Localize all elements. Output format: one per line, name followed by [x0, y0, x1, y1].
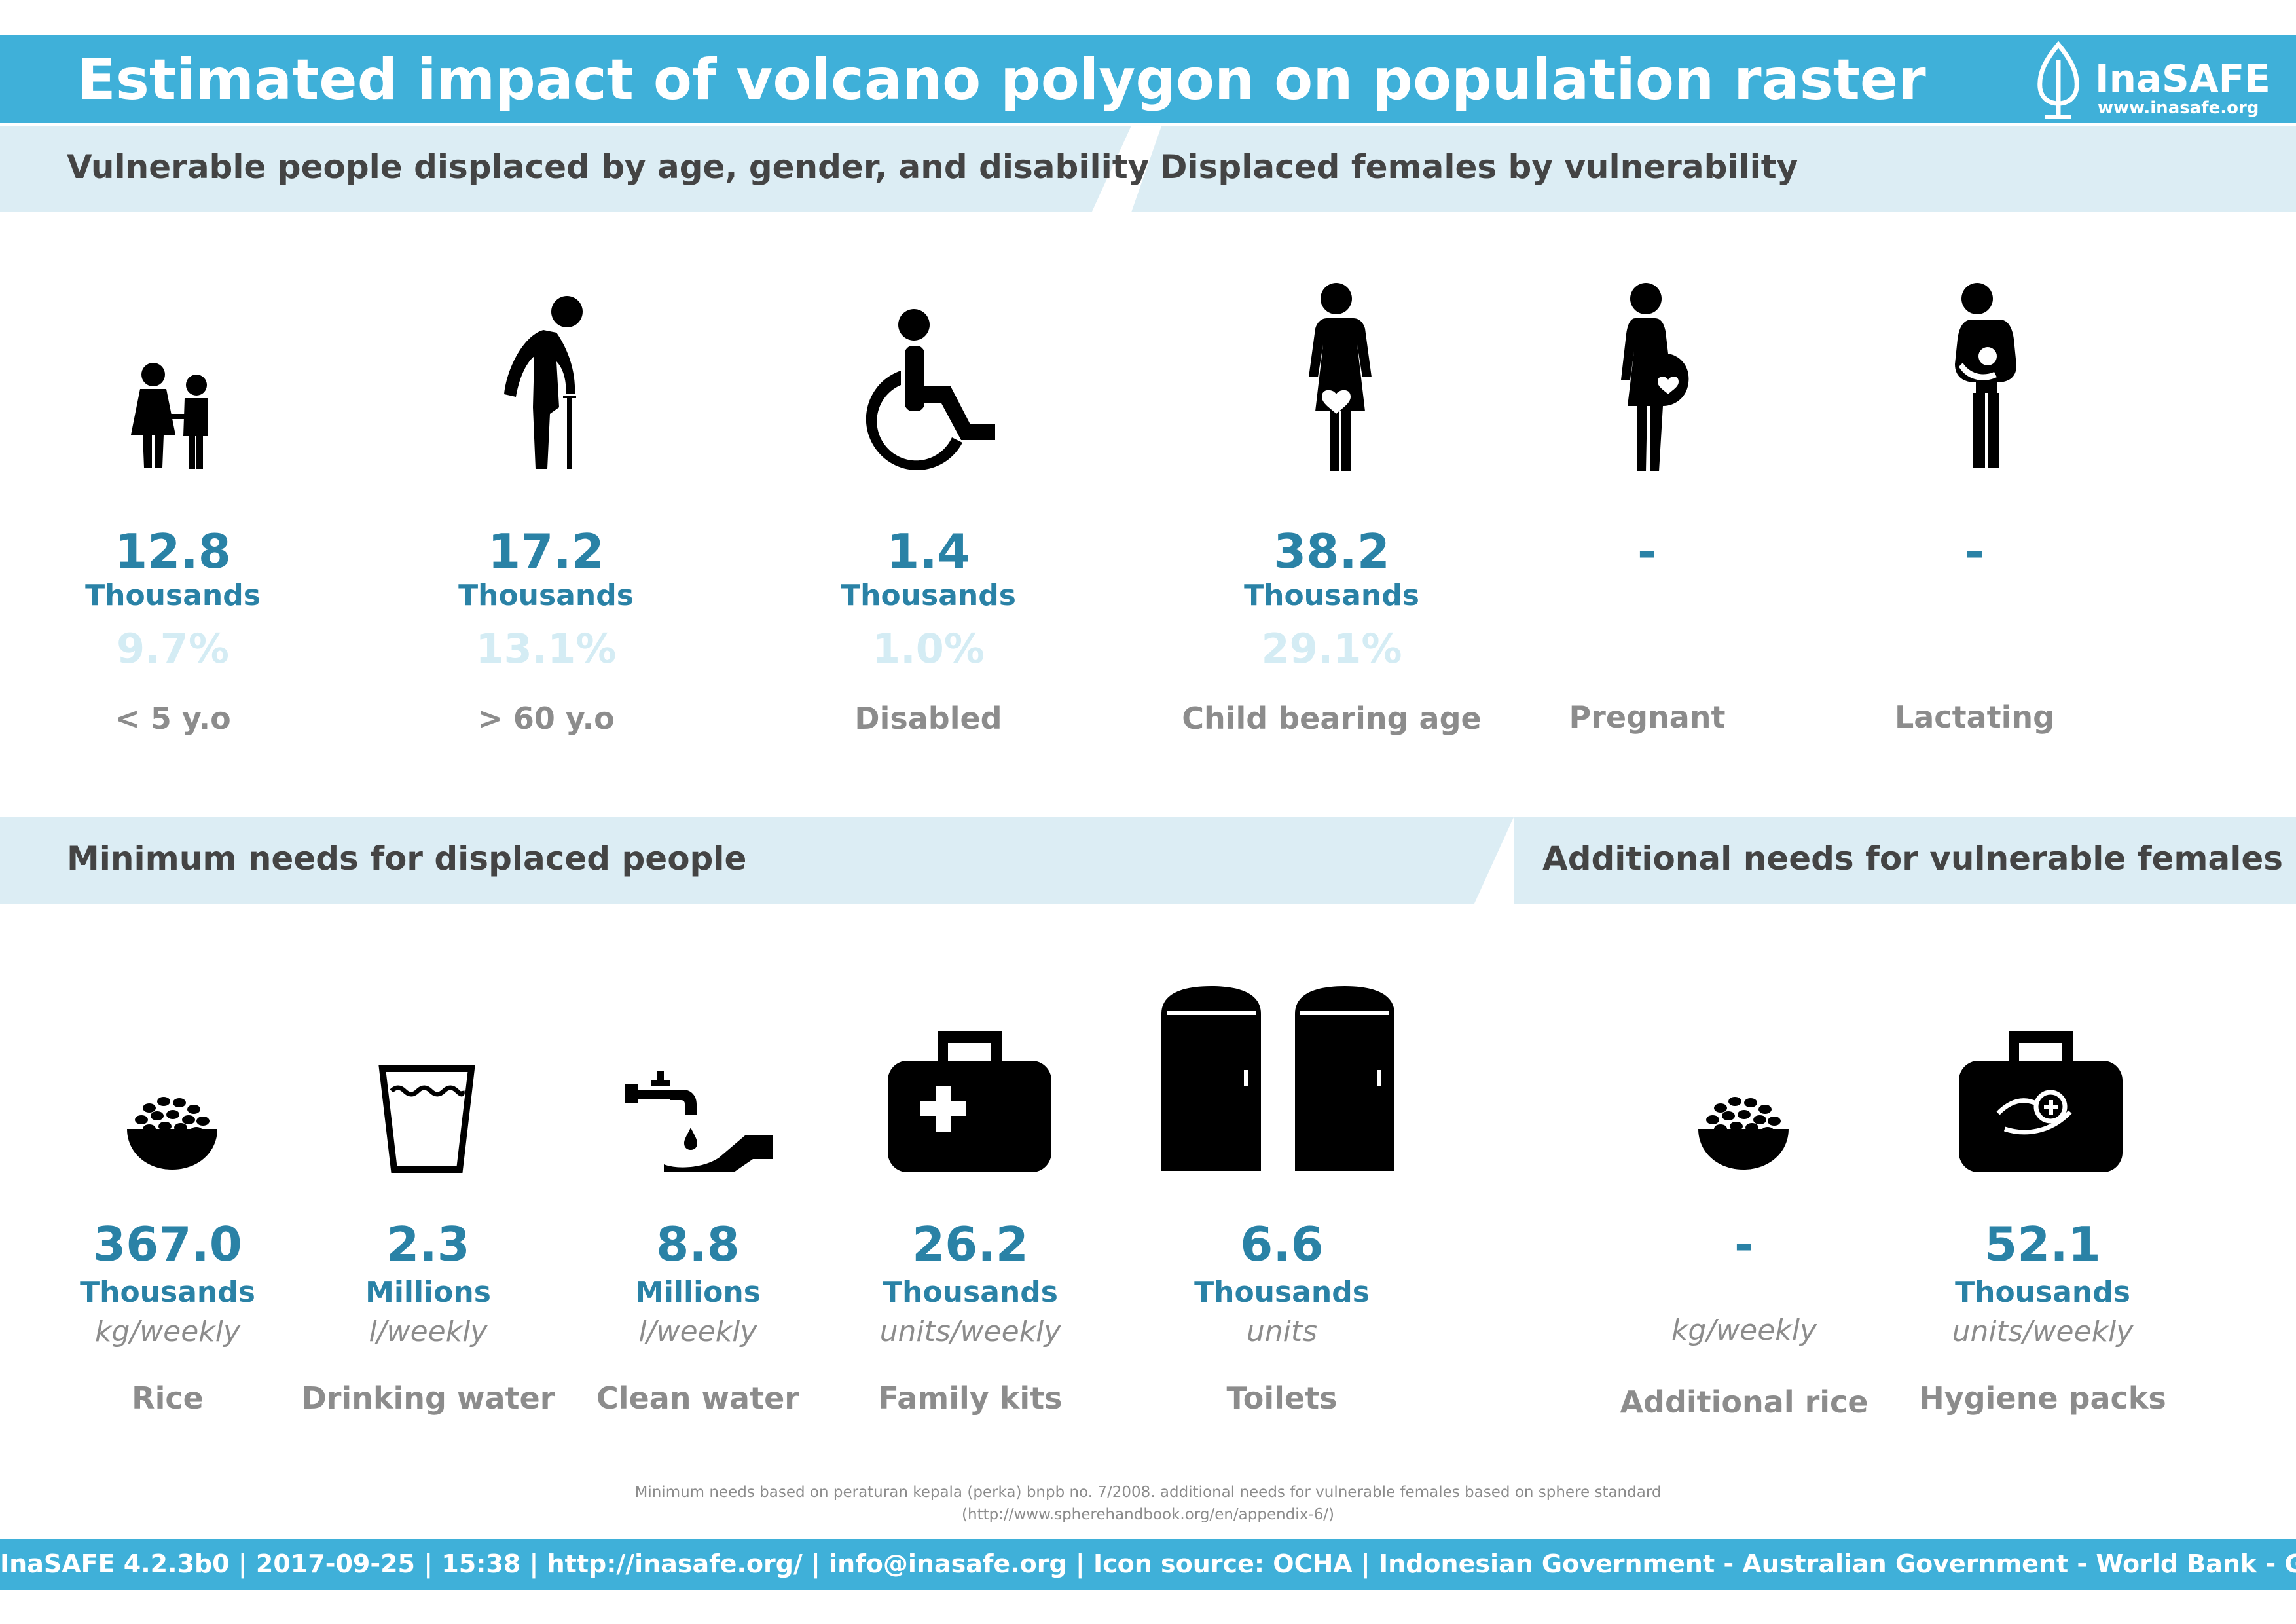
- stat-value: 1.4: [886, 524, 970, 579]
- stat-child-bearing: 38.2 Thousands 29.1% Child bearing age: [1175, 528, 1489, 733]
- stat-percent: 13.1%: [475, 625, 617, 673]
- stat-value: 12.8: [115, 524, 231, 579]
- need-unit: Thousands: [1955, 1276, 2130, 1309]
- need-value: 367.0: [93, 1217, 242, 1272]
- need-label: Clean water: [596, 1380, 799, 1416]
- need-label: Additional rice: [1620, 1384, 1868, 1420]
- need-label: Hygiene packs: [1919, 1380, 2166, 1416]
- section-title-females: Displaced females by vulnerability: [1160, 148, 1798, 186]
- need-unit: Millions: [635, 1276, 761, 1309]
- hygiene-pack-icon: [1959, 1031, 2123, 1172]
- need-value: -: [1734, 1217, 1754, 1272]
- children-icon: [131, 363, 208, 469]
- need-frequency: kg/weekly: [94, 1315, 241, 1348]
- need-value: 52.1: [1984, 1217, 2101, 1272]
- stat-percent: 29.1%: [1261, 625, 1402, 673]
- page-title: Estimated impact of volcano polygon on p…: [77, 47, 1926, 113]
- family-kit-icon: [888, 1031, 1051, 1172]
- footnote-line-1: Minimum needs based on peraturan kepala …: [634, 1484, 1662, 1501]
- stat-disabled: 1.4 Thousands 1.0% Disabled: [771, 528, 1085, 733]
- stat-percent: 9.7%: [117, 625, 229, 673]
- need-label: Family kits: [878, 1380, 1063, 1416]
- stat-pregnant: - Pregnant: [1490, 524, 1804, 732]
- stat-unit: Thousands: [458, 579, 634, 612]
- section-band-additional-needs: [1514, 817, 2296, 904]
- pregnant-woman-icon: [1621, 283, 1689, 471]
- need-clean-water: 8.8 Millions l/weekly Clean water: [541, 1221, 855, 1413]
- elderly-icon: [504, 296, 583, 469]
- stat-label: Lactating: [1894, 699, 2055, 735]
- need-frequency: l/weekly: [638, 1315, 757, 1348]
- stat-label: Pregnant: [1569, 699, 1726, 735]
- need-family-kits: 26.2 Thousands units/weekly Family kits: [813, 1221, 1127, 1413]
- section-title-additional-needs: Additional needs for vulnerable females: [1542, 840, 2284, 877]
- need-value: 6.6: [1240, 1217, 1324, 1272]
- toilets-icon: [1161, 986, 1394, 1171]
- need-frequency: kg/weekly: [1671, 1314, 1817, 1347]
- need-rice: 367.0 Thousands kg/weekly Rice: [10, 1221, 325, 1413]
- need-toilets: 6.6 Thousands units Toilets: [1125, 1221, 1439, 1413]
- need-value: 8.8: [656, 1217, 740, 1272]
- stat-value: -: [1637, 524, 1657, 579]
- footer-bar: [0, 1539, 2296, 1590]
- need-frequency: l/weekly: [369, 1315, 488, 1348]
- header-bar: [0, 35, 2296, 123]
- stat-value: -: [1965, 524, 1984, 579]
- stat-unit: Thousands: [841, 579, 1016, 612]
- footnote-line-2: (http://www.spherehandbook.org/en/append…: [962, 1506, 1334, 1523]
- footer-text: InaSAFE 4.2.3b0 | 2017-09-25 | 15:38 | h…: [0, 1549, 2296, 1578]
- stat-unit: Thousands: [85, 579, 261, 612]
- drinking-water-icon: [378, 1065, 475, 1173]
- need-unit: Thousands: [883, 1276, 1058, 1309]
- need-label: Drinking water: [301, 1380, 555, 1416]
- stat-label: < 5 y.o: [115, 701, 231, 736]
- child-bearing-woman-icon: [1309, 283, 1372, 471]
- stat-label: Child bearing age: [1182, 701, 1482, 736]
- need-unit: Thousands: [80, 1276, 255, 1309]
- need-label: Rice: [132, 1380, 204, 1416]
- need-unit: Thousands: [1194, 1276, 1370, 1309]
- stat-label: > 60 y.o: [477, 701, 615, 736]
- stat-percent: 1.0%: [872, 625, 985, 673]
- stat-value: 17.2: [488, 524, 604, 579]
- need-value: 2.3: [386, 1217, 470, 1272]
- need-drinking-water: 2.3 Millions l/weekly Drinking water: [271, 1221, 585, 1413]
- stat-unit: Thousands: [1244, 579, 1419, 612]
- section-title-minimum-needs: Minimum needs for displaced people: [67, 840, 747, 877]
- clean-water-icon: [625, 1071, 773, 1172]
- need-value: 26.2: [912, 1217, 1029, 1272]
- section-band-vulnerable: [0, 126, 1131, 212]
- need-hygiene-packs: 52.1 Thousands units/weekly Hygiene pack…: [1886, 1221, 2200, 1413]
- stat-value: 38.2: [1273, 524, 1390, 579]
- need-frequency: units/weekly: [879, 1315, 1061, 1348]
- stat-lactating: - Lactating: [1817, 524, 2132, 732]
- stat-label: Disabled: [854, 701, 1002, 736]
- stat-under-5: 12.8 Thousands 9.7% < 5 y.o: [16, 528, 330, 733]
- stat-over-60: 17.2 Thousands 13.1% > 60 y.o: [389, 528, 703, 733]
- logo-name: InaSAFE: [2095, 56, 2270, 101]
- need-unit: Millions: [365, 1276, 491, 1309]
- need-frequency: units: [1246, 1315, 1318, 1348]
- rice-bowl-icon: [127, 1097, 217, 1170]
- section-title-vulnerable: Vulnerable people displaced by age, gend…: [67, 148, 1150, 186]
- lactating-woman-icon: [1955, 283, 2016, 468]
- need-label: Toilets: [1226, 1380, 1338, 1416]
- need-frequency: units/weekly: [1952, 1315, 2134, 1348]
- need-additional-rice: - kg/weekly Additional rice: [1587, 1217, 1901, 1417]
- section-band-minimum-needs: [0, 817, 1514, 904]
- wheelchair-icon: [866, 309, 995, 470]
- inasafe-logo-icon: [2037, 41, 2079, 119]
- section-band-females: [1131, 126, 2296, 212]
- logo-url: www.inasafe.org: [2098, 98, 2259, 118]
- rice-bowl-icon: [1698, 1097, 1789, 1170]
